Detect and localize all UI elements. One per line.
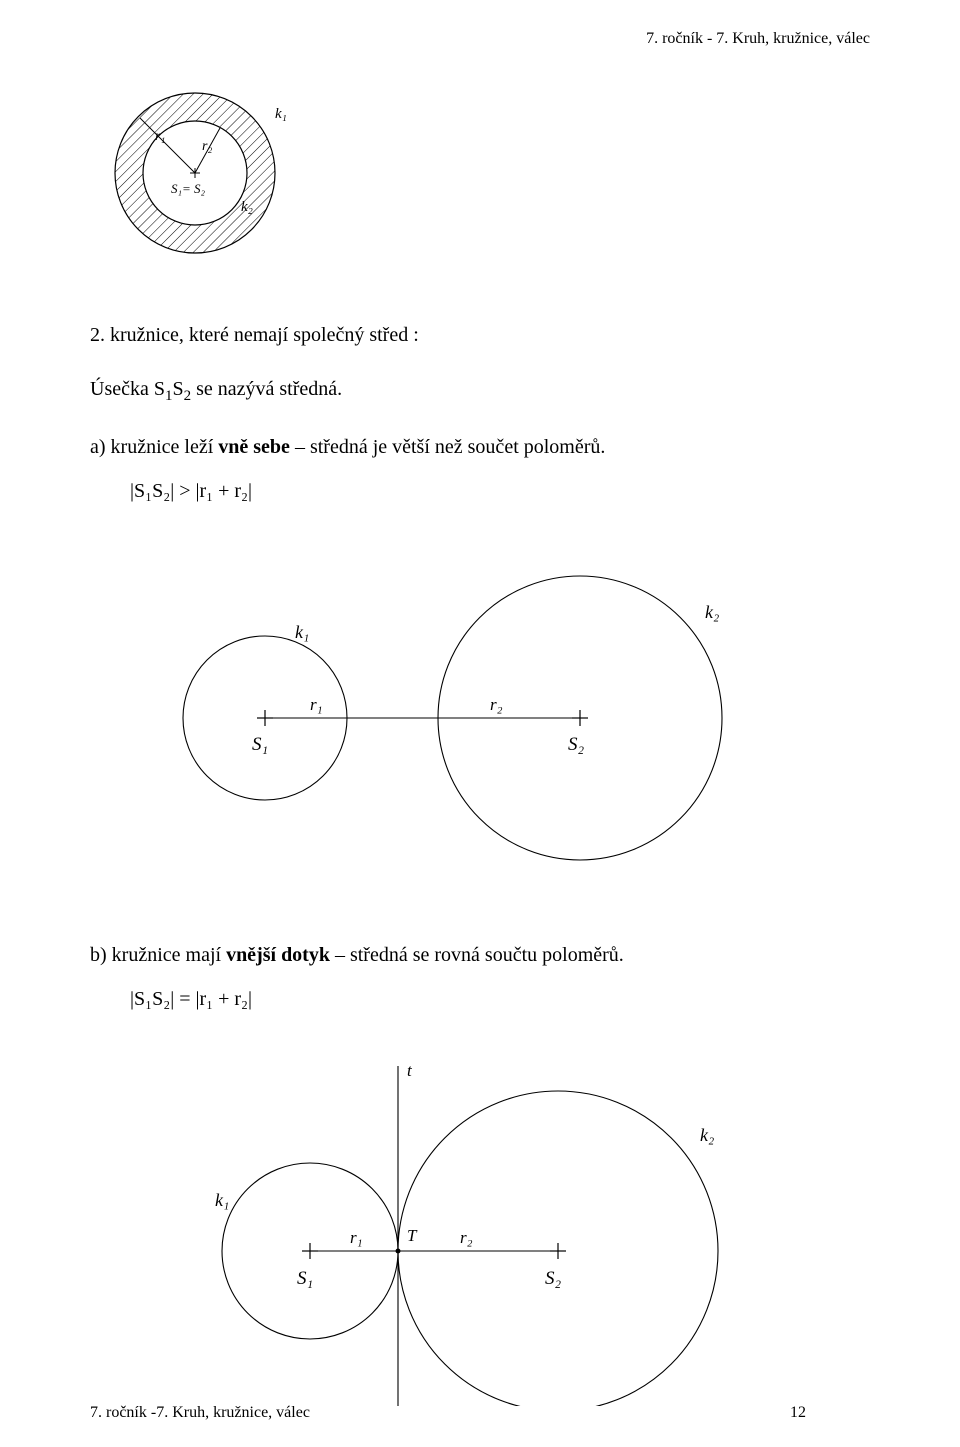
svg-text:S₁: S₁	[252, 734, 268, 755]
tangent-circles-svg: k₁ k₂ t Tr₁ r₂ S₁ S₂	[170, 1046, 770, 1406]
svg-text:T: T	[407, 1226, 418, 1245]
two-circles-svg: k₁ k₂ r₁ r₂ S₁ S₂	[150, 548, 730, 868]
figure-two-circles-external: k₁ k₂ r₁ r₂ S₁ S₂	[150, 548, 870, 868]
svg-text:k₂: k₂	[700, 1125, 714, 1145]
svg-text:k₁: k₁	[215, 1190, 229, 1210]
line-usecka: Úsečka S1S2 se nazývá středná.	[90, 372, 870, 410]
svg-text:k₁: k₁	[295, 622, 309, 642]
svg-text:S₂: S₂	[568, 734, 585, 755]
page-footer: 7. ročník -7. Kruh, kružnice, válec 12	[90, 1404, 870, 1422]
svg-text:k₁: k₁	[275, 106, 287, 122]
case-b: b) kružnice mají vnější dotyk – středná …	[90, 938, 870, 972]
svg-text:r₂: r₂	[460, 1228, 473, 1247]
svg-text:r₂: r₂	[490, 695, 503, 714]
heading-text: kružnice, které nemají společný střed :	[105, 324, 419, 346]
svg-text:k₂: k₂	[241, 199, 253, 215]
case-a: a) kružnice leží vně sebe – středná je v…	[90, 430, 870, 464]
annulus-svg: k₁ k₂ r₁ r₂ S₁= S₂	[100, 78, 290, 268]
page-header: 7. ročník - 7. Kruh, kružnice, válec	[90, 30, 870, 48]
case-a-formula: |S₁S₂| > |r₁ + r₂|	[90, 474, 870, 508]
svg-text:r₁: r₁	[310, 695, 323, 714]
footer-text: 7. ročník -7. Kruh, kružnice, válec	[90, 1404, 790, 1422]
svg-text:S₂: S₂	[545, 1268, 562, 1289]
figure-annulus: k₁ k₂ r₁ r₂ S₁= S₂	[100, 78, 870, 268]
footer-page-number: 12	[790, 1404, 870, 1422]
heading-num: 2.	[90, 324, 105, 346]
svg-text:t: t	[407, 1061, 413, 1080]
figure-two-circles-tangent: k₁ k₂ t Tr₁ r₂ S₁ S₂	[170, 1046, 870, 1406]
case-b-formula: |S₁S₂| = |r₁ + r₂|	[90, 982, 870, 1016]
section-2-heading: 2. kružnice, které nemají společný střed…	[90, 318, 870, 352]
svg-text:S₁: S₁	[297, 1268, 313, 1289]
svg-text:r₂: r₂	[202, 139, 212, 154]
svg-text:r₁: r₁	[350, 1228, 363, 1247]
svg-text:r₁: r₁	[155, 129, 165, 144]
svg-text:k₂: k₂	[705, 602, 719, 622]
svg-text:S₁= S₂: S₁= S₂	[171, 181, 206, 196]
